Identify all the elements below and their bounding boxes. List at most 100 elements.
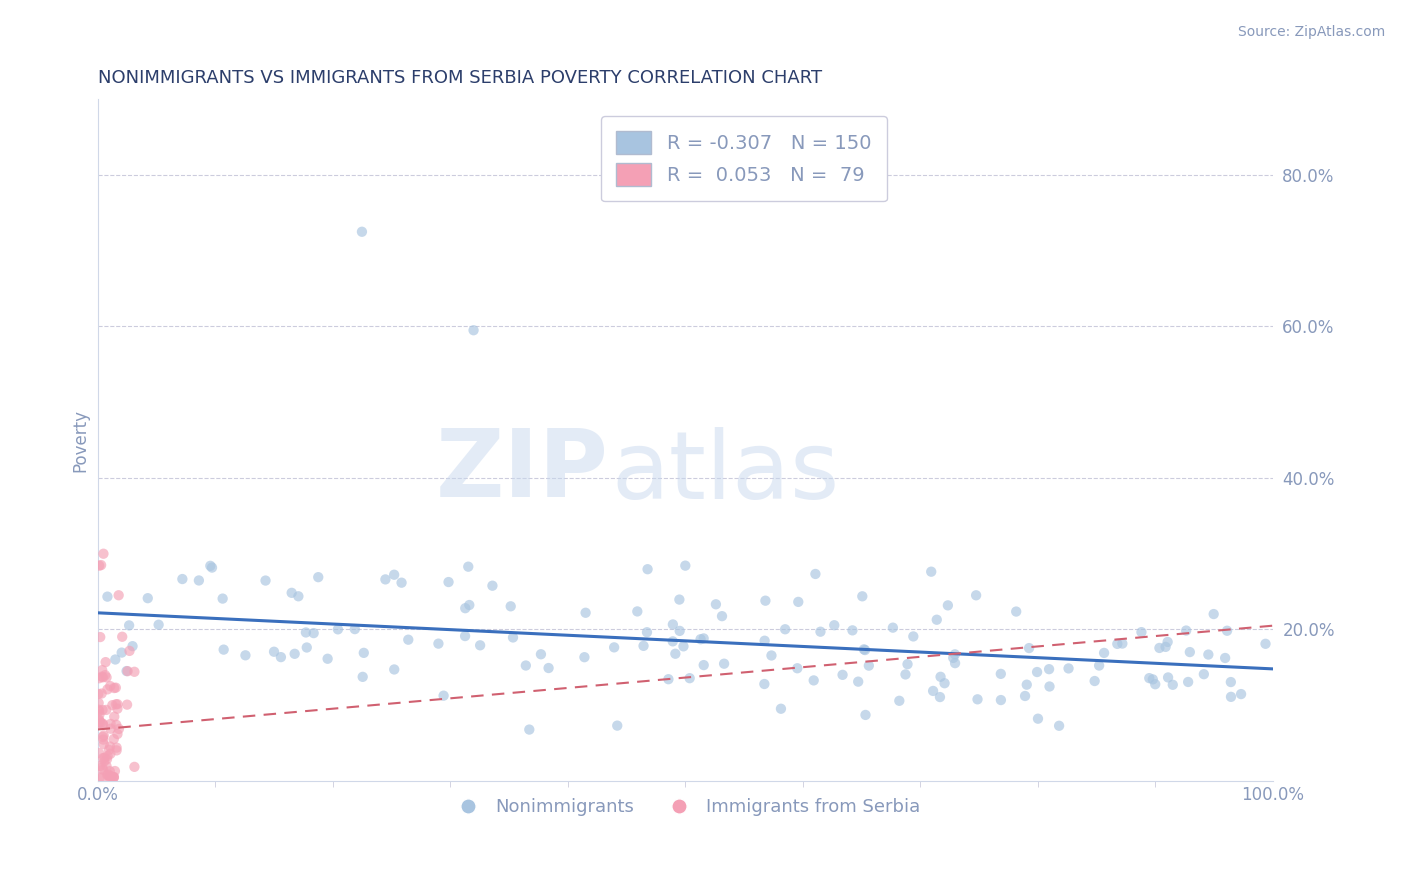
Point <box>1026 712 1049 726</box>
Point <box>100 770 122 784</box>
Point <box>855 708 877 723</box>
Point <box>254 574 277 588</box>
Point <box>382 567 405 582</box>
Point <box>433 689 456 703</box>
Point <box>91 663 114 677</box>
Point <box>87 704 110 718</box>
Point <box>990 666 1012 681</box>
Point <box>661 634 683 648</box>
Point <box>1084 673 1107 688</box>
Point <box>287 589 309 603</box>
Point <box>93 729 115 743</box>
Point <box>89 714 111 729</box>
Point <box>201 560 224 574</box>
Point <box>468 638 491 652</box>
Point <box>1018 641 1040 656</box>
Point <box>657 672 679 686</box>
Point <box>925 613 948 627</box>
Point <box>454 629 477 643</box>
Point <box>633 639 655 653</box>
Point <box>200 558 222 573</box>
Point <box>284 647 307 661</box>
Point <box>107 588 129 602</box>
Point <box>96 590 118 604</box>
Point <box>326 623 349 637</box>
Point <box>172 572 194 586</box>
Point <box>103 770 125 784</box>
Point <box>105 718 128 732</box>
Point <box>90 670 112 684</box>
Point <box>96 752 118 766</box>
Point <box>87 687 110 701</box>
Point <box>852 642 875 657</box>
Point <box>1178 645 1201 659</box>
Point <box>1161 678 1184 692</box>
Point <box>89 671 111 685</box>
Point <box>427 637 450 651</box>
Point <box>1230 687 1253 701</box>
Point <box>98 679 121 693</box>
Point <box>96 768 118 782</box>
Point <box>98 769 121 783</box>
Point <box>270 650 292 665</box>
Point <box>689 632 711 647</box>
Point <box>662 617 685 632</box>
Point <box>148 617 170 632</box>
Point <box>1149 640 1171 655</box>
Point <box>1107 637 1129 651</box>
Point <box>374 573 396 587</box>
Point <box>858 658 880 673</box>
Point <box>115 664 138 678</box>
Point <box>352 670 374 684</box>
Point <box>100 747 122 761</box>
Point <box>990 693 1012 707</box>
Point <box>1005 605 1028 619</box>
Point <box>1137 671 1160 685</box>
Point <box>1220 690 1243 704</box>
Point <box>93 737 115 751</box>
Point <box>307 570 329 584</box>
Point <box>894 667 917 681</box>
Point <box>302 626 325 640</box>
Point <box>87 713 110 727</box>
Point <box>91 751 114 765</box>
Point <box>889 694 911 708</box>
Point <box>1154 640 1177 654</box>
Point <box>1026 665 1049 679</box>
Point <box>1216 624 1239 638</box>
Point <box>350 225 373 239</box>
Point <box>101 770 124 784</box>
Point <box>754 633 776 648</box>
Point <box>136 591 159 606</box>
Point <box>668 624 690 638</box>
Point <box>93 754 115 768</box>
Point <box>1014 689 1036 703</box>
Point <box>107 702 129 716</box>
Point <box>603 640 626 655</box>
Point <box>295 640 318 655</box>
Point <box>773 622 796 636</box>
Point <box>673 558 696 573</box>
Point <box>1213 651 1236 665</box>
Point <box>606 718 628 732</box>
Point <box>1047 719 1070 733</box>
Point <box>391 575 413 590</box>
Point <box>104 652 127 666</box>
Point <box>89 558 111 573</box>
Point <box>94 668 117 682</box>
Point <box>263 645 285 659</box>
Point <box>211 591 233 606</box>
Point <box>713 657 735 671</box>
Point <box>515 658 537 673</box>
Point <box>105 743 128 757</box>
Point <box>692 632 714 646</box>
Point <box>943 656 966 670</box>
Point <box>111 646 134 660</box>
Point <box>1219 675 1241 690</box>
Point <box>1092 646 1115 660</box>
Point <box>786 661 808 675</box>
Point <box>636 625 658 640</box>
Point <box>105 740 128 755</box>
Point <box>98 764 121 779</box>
Point <box>704 597 727 611</box>
